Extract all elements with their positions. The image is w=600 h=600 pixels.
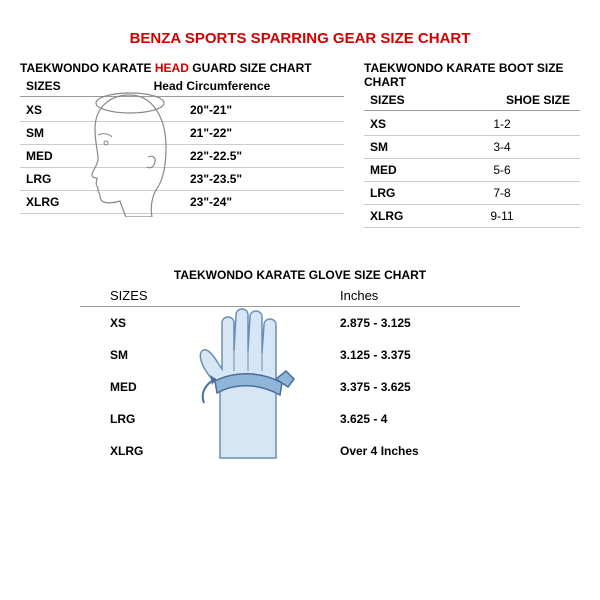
size-value: 5-6: [424, 163, 580, 177]
glove-col-inches: Inches: [320, 288, 520, 303]
size-value: 1-2: [424, 117, 580, 131]
table-row: LRG 7-8: [364, 182, 580, 205]
boot-table-title: TAEKWONDO KARATE BOOT SIZE CHART: [364, 61, 580, 89]
size-label: XLRG: [20, 195, 80, 209]
glove-table: TAEKWONDO KARATE GLOVE SIZE CHART SIZES …: [80, 268, 520, 467]
glove-header-row: SIZES Inches: [80, 288, 520, 307]
table-row: XLRG 23"-24": [20, 191, 344, 214]
size-label: SM: [364, 140, 424, 154]
table-row: MED 3.375 - 3.625: [80, 371, 520, 403]
size-label: LRG: [20, 172, 80, 186]
size-label: XS: [20, 103, 80, 117]
head-title-pre: TAEKWONDO KARATE: [20, 61, 155, 75]
head-guard-table: TAEKWONDO KARATE HEAD GUARD SIZE CHART S…: [20, 61, 344, 228]
table-row: MED 22"-22.5": [20, 145, 344, 168]
head-col-circumference: Head Circumference: [80, 79, 344, 93]
size-value: 21"-22": [190, 126, 344, 140]
size-value: 3.375 - 3.625: [320, 380, 520, 394]
spacer: [180, 288, 320, 303]
table-row: XLRG Over 4 Inches: [80, 435, 520, 467]
glove-col-sizes: SIZES: [80, 288, 180, 303]
size-value: 7-8: [424, 186, 580, 200]
size-value: 23"-23.5": [190, 172, 344, 186]
boot-col-shoe: SHOE SIZE: [424, 93, 580, 107]
size-label: SM: [20, 126, 80, 140]
main-title: BENZA SPORTS SPARRING GEAR SIZE CHART: [20, 30, 580, 47]
table-row: LRG 3.625 - 4: [80, 403, 520, 435]
head-title-post: GUARD SIZE CHART: [189, 61, 312, 75]
table-row: XLRG 9-11: [364, 205, 580, 228]
head-header-row: SIZES Head Circumference: [20, 79, 344, 97]
head-title-red: HEAD: [155, 61, 189, 75]
head-table-title: TAEKWONDO KARATE HEAD GUARD SIZE CHART: [20, 61, 344, 75]
table-row: LRG 23"-23.5": [20, 168, 344, 191]
size-label: XLRG: [364, 209, 424, 223]
table-row: XS 2.875 - 3.125: [80, 307, 520, 339]
boot-col-sizes: SIZES: [364, 93, 424, 107]
glove-table-title: TAEKWONDO KARATE GLOVE SIZE CHART: [80, 268, 520, 282]
head-col-sizes: SIZES: [20, 79, 80, 93]
size-value: 22"-22.5": [190, 149, 344, 163]
size-label: SM: [80, 348, 180, 362]
table-row: SM 3.125 - 3.375: [80, 339, 520, 371]
size-value: 3.125 - 3.375: [320, 348, 520, 362]
size-value: 3.625 - 4: [320, 412, 520, 426]
top-tables-row: TAEKWONDO KARATE HEAD GUARD SIZE CHART S…: [20, 61, 580, 228]
boot-table: TAEKWONDO KARATE BOOT SIZE CHART SIZES S…: [364, 61, 580, 228]
size-value: 3-4: [424, 140, 580, 154]
size-value: 2.875 - 3.125: [320, 316, 520, 330]
table-row: XS 20"-21": [20, 99, 344, 122]
table-row: SM 21"-22": [20, 122, 344, 145]
size-label: LRG: [80, 412, 180, 426]
table-row: XS 1-2: [364, 113, 580, 136]
boot-header-row: SIZES SHOE SIZE: [364, 93, 580, 111]
size-value: Over 4 Inches: [320, 444, 520, 458]
size-label: XLRG: [80, 444, 180, 458]
size-value: 9-11: [424, 209, 580, 223]
table-row: SM 3-4: [364, 136, 580, 159]
size-value: 20"-21": [190, 103, 344, 117]
size-label: MED: [80, 380, 180, 394]
size-label: MED: [20, 149, 80, 163]
size-value: 23"-24": [190, 195, 344, 209]
table-row: MED 5-6: [364, 159, 580, 182]
size-label: XS: [364, 117, 424, 131]
size-label: MED: [364, 163, 424, 177]
size-label: LRG: [364, 186, 424, 200]
size-label: XS: [80, 316, 180, 330]
